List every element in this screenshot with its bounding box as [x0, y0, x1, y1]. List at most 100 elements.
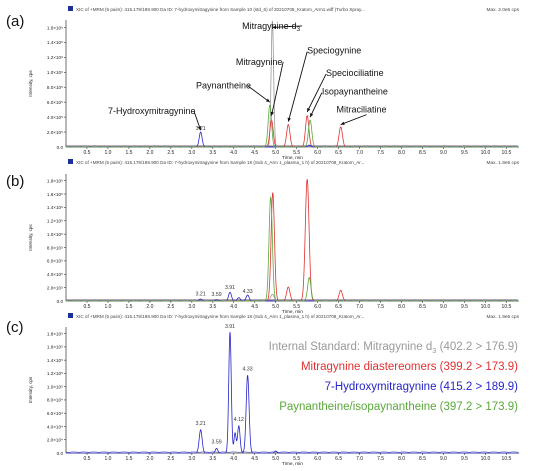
compound-annotation: 7-Hydroxymitragynine [108, 106, 196, 116]
x-tick-label: 9.0 [440, 150, 447, 156]
legend-entry: Internal Standard: Mitragynine d3 (402.2… [269, 341, 519, 355]
y-tick-label: 1.8×10⁶ [47, 178, 63, 183]
compound-annotation: Isopaynantheine [322, 87, 388, 97]
x-tick-label: 1.5 [125, 150, 132, 156]
x-tick-label: 5.0 [272, 150, 279, 156]
x-tick-label: 4.5 [251, 150, 258, 156]
x-tick-label: 9.5 [461, 456, 468, 462]
x-tick-label: 4.5 [251, 456, 258, 462]
x-tick-label: 3.0 [188, 150, 195, 156]
y-tick-label: 6.0×10⁴ [47, 411, 63, 416]
peak-label: 4.33 [243, 367, 253, 373]
x-tick-label: 6.5 [335, 150, 342, 156]
y-tick-label: 8.0×10⁵ [47, 85, 63, 90]
annotation-arrow [340, 114, 367, 126]
annotation-arrow [272, 25, 303, 28]
y-tick-label-zero: 0.0 [57, 451, 64, 456]
annotation-arrowhead [270, 111, 274, 116]
compound-annotation: Speciociliatine [326, 68, 384, 78]
y-tick-label: 2.0×10⁴ [47, 438, 63, 443]
panel-letter: (a) [6, 13, 24, 30]
x-tick-label: 7.0 [356, 456, 363, 462]
y-tick-label: 4.0×10⁵ [47, 272, 63, 277]
compound-annotation: Mitraciliatine [337, 105, 387, 115]
y-tick-label: 8.0×10⁴ [47, 398, 63, 403]
x-tick-label: 6.5 [335, 304, 342, 310]
x-tick-label: 1.5 [125, 456, 132, 462]
x-tick-label: 0.5 [83, 304, 90, 310]
y-tick-label-zero: 0.0 [57, 145, 64, 150]
y-tick-label: 4.0×10⁴ [47, 424, 63, 429]
x-tick-label: 0.5 [83, 456, 90, 462]
y-tick-label: 1.0×10⁵ [47, 384, 63, 389]
chart-panel-3: (c) XIC of +MRM (5 pairs): 415.178/189.90… [6, 313, 520, 467]
x-tick-label: 6.5 [335, 456, 342, 462]
y-tick-label: 1.2×10⁶ [47, 219, 63, 224]
y-tick-label: 1.6×10⁶ [47, 25, 63, 30]
annotation-arrowhead [340, 121, 345, 125]
legend-entry: Mitragynine diastereomers (399.2 > 173.9… [301, 361, 518, 373]
y-tick-label: 6.0×10⁵ [47, 100, 63, 105]
series-line-red [66, 179, 519, 302]
x-tick-label: 7.0 [356, 304, 363, 310]
x-tick-label: 2.5 [167, 150, 174, 156]
annotation-arrow [309, 92, 323, 118]
y-tick-label: 1.6×10⁶ [47, 192, 63, 197]
x-tick-label: 7.5 [377, 456, 384, 462]
x-tick-label: 10.0 [481, 456, 491, 462]
x-tick-label: 10.5 [502, 304, 512, 310]
x-tick-label: 8.5 [419, 456, 426, 462]
x-tick-label: 9.5 [461, 150, 468, 156]
x-tick-label: 8.0 [398, 150, 405, 156]
x-tick-label: 7.0 [356, 150, 363, 156]
peak-label: 3.21 [196, 421, 206, 427]
compound-annotation: Paynantheine [196, 81, 251, 91]
y-tick-label: 4.0×10⁵ [47, 115, 63, 120]
x-tick-label: 1.0 [104, 304, 111, 310]
series-line-gray [66, 20, 519, 148]
compound-annotation: Speciogynine [307, 46, 361, 56]
y-tick-label: 1.4×10⁵ [47, 358, 63, 363]
y-tick-label: 1.0×10⁶ [47, 70, 63, 75]
y-tick-label: 1.4×10⁶ [47, 205, 63, 210]
panel-header: XIC of +MRM (5 pairs): 415.178/189.900 D… [76, 314, 364, 319]
x-tick-label: 10.0 [481, 150, 491, 156]
y-axis-label: Intensity, cps [28, 224, 33, 251]
series-line-blue [66, 332, 519, 454]
peak-label: 3.59 [212, 440, 222, 446]
x-tick-label: 2.0 [146, 150, 153, 156]
x-tick-label: 1.0 [104, 456, 111, 462]
y-tick-label: 1.2×10⁶ [47, 55, 63, 60]
peak-label: 4.12 [234, 417, 244, 423]
y-tick-label: 8.0×10⁵ [47, 245, 63, 250]
x-tick-label: 1.0 [104, 150, 111, 156]
x-tick-label: 7.5 [377, 304, 384, 310]
peak-label: 3.21 [196, 291, 206, 297]
x-tick-label: 5.0 [272, 456, 279, 462]
x-tick-label: 8.0 [398, 304, 405, 310]
header-marker-icon [68, 6, 73, 11]
x-tick-label: 6.0 [314, 150, 321, 156]
x-tick-label: 9.5 [461, 304, 468, 310]
y-tick-label: 1.6×10⁵ [47, 345, 63, 350]
series-line-green [66, 104, 519, 148]
panel-max-label: Max. 2.0e5 cps [486, 7, 519, 13]
x-tick-label: 0.5 [83, 150, 90, 156]
y-tick-label-zero: 0.0 [57, 299, 64, 304]
legend: Internal Standard: Mitragynine d3 (402.2… [269, 341, 519, 413]
annotation-arrowhead [197, 126, 202, 131]
compound-annotation: Mitragynine-d3 [242, 21, 301, 33]
x-tick-label: 6.0 [314, 304, 321, 310]
y-tick-label: 1.2×10⁵ [47, 371, 63, 376]
peak-label: 3.91 [225, 324, 235, 330]
x-tick-label: 6.0 [314, 456, 321, 462]
legend-entry: 7-Hydroxymitragynine (415.2 > 189.9) [325, 381, 519, 393]
x-tick-label: 5.5 [293, 304, 300, 310]
y-tick-label: 1.8×10⁵ [47, 331, 63, 336]
panel-max-label: Max. 1.9e5 cps [486, 314, 519, 320]
x-tick-label: 9.0 [440, 304, 447, 310]
y-tick-label: 1.0×10⁶ [47, 232, 63, 237]
legend-entry: Paynantheine/isopaynantheine (397.2 > 17… [279, 401, 518, 413]
y-tick-label: 2.0×10⁵ [47, 285, 63, 290]
